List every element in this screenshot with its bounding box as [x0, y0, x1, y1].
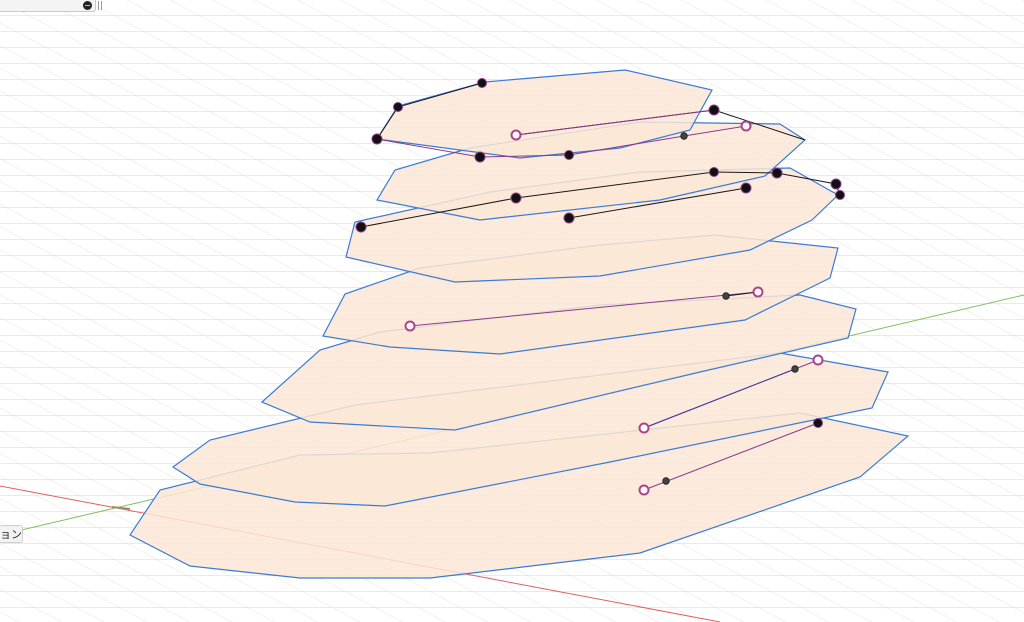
minus-circle-icon[interactable]: − [83, 1, 92, 10]
origin-marker [111, 506, 131, 510]
sketch-plane [375, 69, 713, 159]
open-point [510, 129, 522, 141]
mid-point [791, 365, 799, 373]
control-point [393, 102, 403, 112]
open-point [812, 354, 824, 366]
curve-mid-2 [568, 187, 747, 219]
control-point [477, 78, 487, 88]
control-point [371, 133, 383, 145]
curve-layer-4 [409, 291, 759, 327]
open-point [638, 484, 650, 496]
control-point [835, 190, 845, 200]
control-point [474, 151, 486, 163]
top-toolbar-field[interactable]: − [0, 0, 96, 12]
open-point [404, 320, 416, 332]
control-point [771, 167, 783, 179]
control-point [355, 221, 367, 233]
side-panel-tab[interactable]: ョン [0, 525, 23, 543]
open-point [740, 120, 752, 132]
control-point [830, 178, 842, 190]
control-point [740, 182, 752, 194]
mid-point [722, 292, 730, 300]
control-point [564, 150, 574, 160]
control-point [709, 167, 719, 177]
side-tab-label: ョン [0, 528, 22, 541]
mid-point [680, 132, 688, 140]
open-point [638, 422, 650, 434]
curve-layer-6 [643, 422, 819, 491]
drag-handle[interactable] [98, 1, 102, 10]
control-point [510, 192, 522, 204]
control-point [563, 212, 575, 224]
open-point [752, 286, 764, 298]
mid-point [662, 477, 670, 485]
control-points[interactable] [355, 78, 845, 496]
control-point [708, 104, 720, 116]
control-point [813, 418, 823, 428]
